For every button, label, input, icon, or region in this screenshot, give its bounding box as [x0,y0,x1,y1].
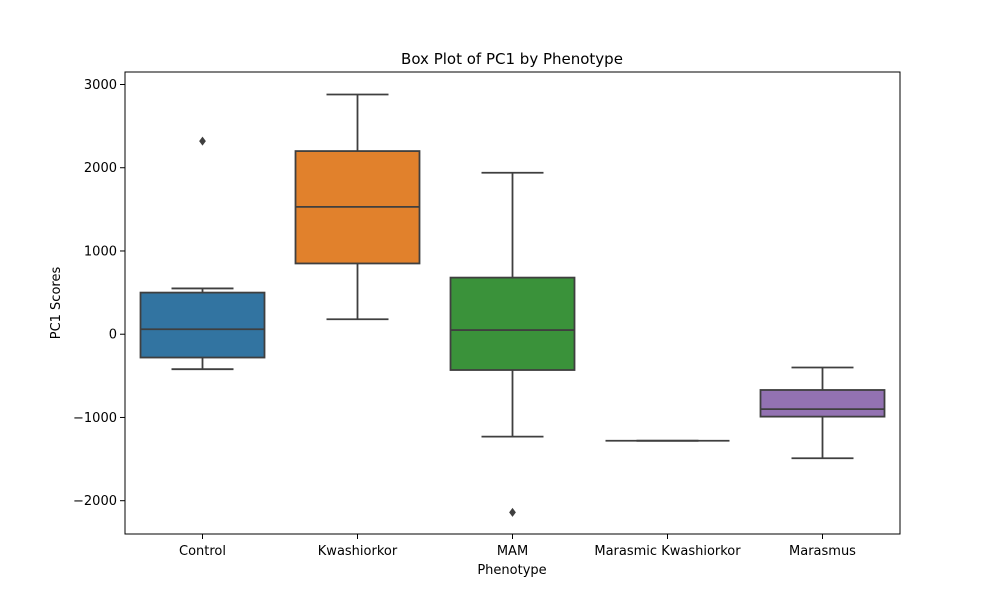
iqr-box [759,389,886,418]
iqr-box [449,276,576,371]
y-tick-label: −2000 [73,494,117,509]
x-tick-label: Marasmus [789,544,856,559]
y-axis-label: PC1 Scores [49,267,64,340]
x-tick-label: Control [179,544,226,559]
y-tick-label: 0 [109,328,117,343]
y-tick-label: 2000 [84,161,117,176]
chart-title: Box Plot of PC1 by Phenotype [401,50,623,68]
box-kwashiorkor [294,93,421,321]
x-axis: Control Kwashiorkor MAM Marasmic Kwashiorko… [179,534,856,559]
x-tick-label: MAM [497,544,528,559]
outlier-point [509,507,516,517]
outlier-point [199,136,206,146]
iqr-box [139,291,266,359]
box-marasmus [759,366,886,460]
y-tick-label: 1000 [84,244,117,259]
y-axis: 3000 2000 1000 0 −1000 −2000 [73,78,125,509]
y-tick-label: −1000 [73,411,117,426]
y-tick-label: 3000 [84,78,117,93]
plot-area [139,93,886,517]
box-control [139,136,266,371]
x-tick-label: Kwashiorkor [318,544,398,559]
box-mam [449,171,576,517]
x-tick-label: Marasmic Kwashiorkor [594,544,741,559]
x-axis-label: Phenotype [477,563,546,578]
